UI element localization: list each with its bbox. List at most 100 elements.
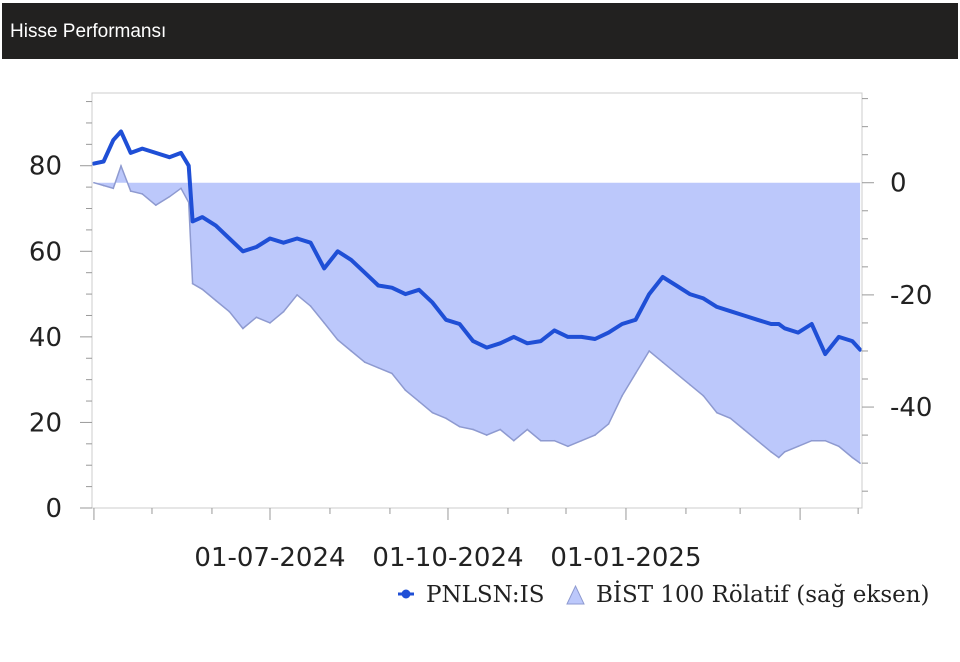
relative-area-point (634, 372, 637, 375)
price-point (268, 236, 272, 240)
relative-area-point (729, 417, 732, 420)
relative-area-point (837, 445, 840, 448)
price-point (539, 339, 543, 343)
relative-area-point (675, 372, 678, 375)
relative-area-point (404, 389, 407, 392)
price-point (167, 155, 171, 159)
price-point (92, 162, 96, 166)
price-point (485, 346, 489, 350)
price-point (111, 138, 115, 142)
price-point (227, 236, 231, 240)
relative-area-point (228, 310, 231, 313)
right-tick-label: 0 (890, 169, 907, 199)
relative-area-point (129, 190, 132, 192)
relative-area-point (621, 395, 623, 397)
price-point (309, 241, 313, 245)
price-point (593, 337, 597, 341)
relative-area-point (770, 451, 772, 453)
price-point (336, 249, 340, 253)
relative-area-point (242, 327, 244, 330)
price-point (607, 331, 611, 335)
relative-area-point (648, 350, 650, 352)
relative-area-point (180, 187, 182, 190)
relative-area-point (187, 201, 190, 204)
price-point (349, 258, 353, 262)
relative-area-point (215, 299, 217, 302)
price-point (498, 341, 502, 345)
relative-area-point (716, 411, 718, 414)
relative-area-point (553, 439, 556, 442)
price-point (728, 309, 732, 313)
relative-area-point (391, 372, 393, 375)
relative-area-point (810, 439, 813, 442)
price-line (91, 129, 863, 356)
relative-area-point (661, 361, 664, 363)
relative-area-point (580, 439, 583, 442)
relative-area-point (499, 428, 502, 431)
price-point (512, 335, 516, 339)
price-point (179, 151, 183, 155)
relative-area-point (377, 366, 380, 369)
price-point (837, 335, 841, 339)
relative-area-point (540, 439, 542, 442)
price-point (552, 328, 556, 332)
price-point (119, 130, 123, 134)
relative-area-point (363, 361, 366, 363)
price-point (858, 348, 862, 352)
left-tick-label: 80 (29, 152, 62, 182)
legend-label-price: PNLSN:IS (426, 582, 545, 608)
legend-line-marker (401, 589, 411, 599)
price-point (214, 224, 218, 228)
relative-area-point (567, 445, 569, 448)
relative-area-point (201, 288, 204, 291)
price-point (742, 313, 746, 317)
price-point (390, 286, 394, 290)
left-tick-label: 0 (45, 494, 62, 524)
relative-area-point (296, 294, 298, 296)
price-point (579, 335, 583, 339)
price-point (688, 292, 692, 296)
relative-area-point (269, 322, 271, 324)
relative-area-point (778, 456, 780, 459)
price-point (701, 296, 705, 300)
relative-area-point (191, 282, 194, 285)
relative-area-point (859, 462, 861, 464)
relative-area-point (458, 425, 461, 428)
relative-area-point (445, 417, 447, 420)
relative-area-point (155, 204, 157, 206)
relative-area-point (102, 184, 105, 187)
price-point (254, 245, 258, 249)
relative-area-point (282, 310, 285, 313)
relative-area-point (851, 456, 854, 459)
price-point (458, 322, 462, 326)
relative-area-point (93, 181, 95, 184)
relative-area-point (255, 316, 258, 319)
price-point (850, 339, 854, 343)
price-point (756, 318, 760, 322)
relative-area-point (783, 451, 786, 453)
price-point (783, 326, 787, 330)
relative-area-point (141, 193, 144, 195)
relative-area-point (756, 439, 759, 442)
x-tick-label: 01-01-2025 (550, 543, 701, 573)
price-point (129, 151, 133, 155)
left-tick-label: 20 (29, 408, 62, 438)
price-point (200, 215, 204, 219)
relative-area-point (418, 400, 420, 403)
relative-area-point (431, 411, 434, 414)
price-point (282, 241, 286, 245)
relative-area-point (689, 383, 691, 386)
plot-border (91, 92, 863, 509)
price-point (796, 331, 800, 335)
price-point (322, 266, 326, 270)
price-point (417, 288, 421, 292)
price-point (769, 322, 773, 326)
relative-area-point (512, 439, 515, 442)
relative-area-point (526, 428, 529, 431)
price-point (431, 301, 435, 305)
relative-area-point (607, 423, 610, 425)
relative-area-point (336, 338, 339, 341)
price-point (444, 318, 448, 322)
price-point (674, 284, 678, 288)
x-tick-label: 01-07-2024 (194, 543, 345, 573)
